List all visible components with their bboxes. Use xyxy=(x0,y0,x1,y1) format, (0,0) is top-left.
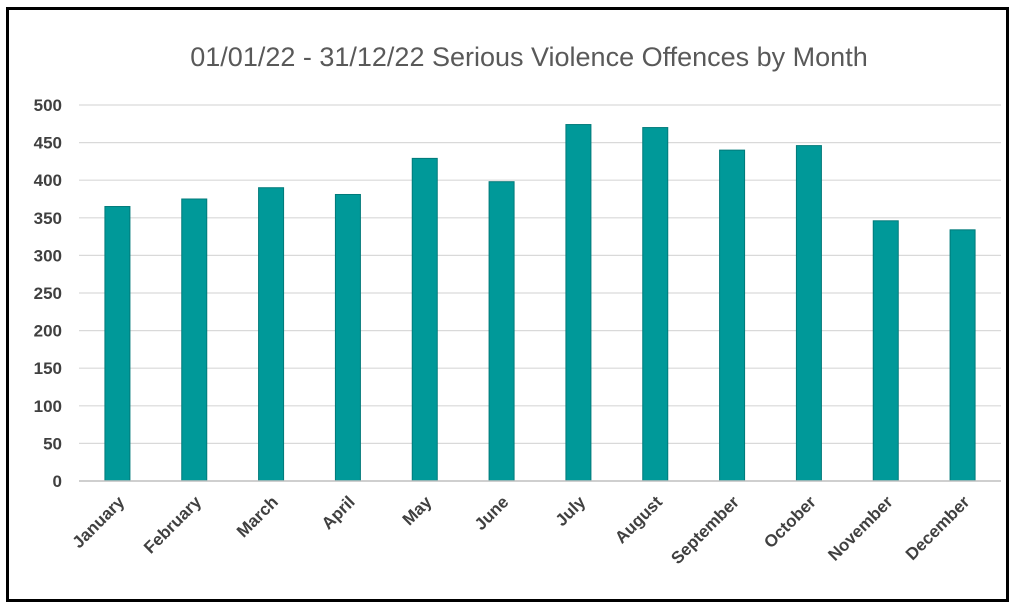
y-tick-label: 200 xyxy=(34,322,62,341)
x-tick-label: April xyxy=(318,492,359,533)
x-tick-label: December xyxy=(902,492,974,564)
x-tick-label: February xyxy=(140,492,205,557)
x-tick-label: June xyxy=(471,492,512,533)
bar-february xyxy=(181,198,208,482)
bar-november xyxy=(872,220,899,482)
y-tick-label: 450 xyxy=(34,134,62,153)
x-axis-ticks: January February March April May June July Augu… xyxy=(69,492,974,568)
gridlines xyxy=(79,104,1001,444)
x-tick-label: October xyxy=(760,492,820,552)
x-tick-label: May xyxy=(399,492,436,529)
chart-frame: 01/01/22 - 31/12/22 Serious Violence Off… xyxy=(6,7,1009,602)
x-tick-label: March xyxy=(233,492,282,541)
bar-july xyxy=(565,124,592,482)
bar-september xyxy=(719,149,746,482)
y-tick-label: 500 xyxy=(34,96,62,115)
y-tick-label: 350 xyxy=(34,209,62,228)
bar-january xyxy=(104,206,131,482)
chart-title: 01/01/22 - 31/12/22 Serious Violence Off… xyxy=(190,42,867,72)
y-tick-label: 250 xyxy=(34,284,62,303)
bar-march xyxy=(258,187,285,482)
x-tick-label: September xyxy=(667,492,743,568)
bar-may xyxy=(411,157,438,482)
y-tick-label: 150 xyxy=(34,359,62,378)
chart-canvas: 01/01/22 - 31/12/22 Serious Violence Off… xyxy=(34,42,1001,568)
x-tick-label: January xyxy=(69,492,129,552)
bar-december xyxy=(949,229,976,482)
bar-april xyxy=(334,193,361,482)
bars xyxy=(104,124,976,482)
bar-august xyxy=(642,127,669,482)
y-tick-label: 100 xyxy=(34,397,62,416)
bar-october xyxy=(795,145,822,482)
y-axis-ticks: 0 50 100 150 200 250 300 350 400 450 500 xyxy=(34,96,62,491)
x-tick-label: July xyxy=(552,492,590,530)
x-tick-label: August xyxy=(611,492,666,547)
y-tick-label: 400 xyxy=(34,171,62,190)
x-tick-label: November xyxy=(824,492,896,564)
y-tick-label: 50 xyxy=(43,434,62,453)
y-tick-label: 0 xyxy=(53,472,62,491)
y-tick-label: 300 xyxy=(34,246,62,265)
bar-june xyxy=(488,181,515,482)
